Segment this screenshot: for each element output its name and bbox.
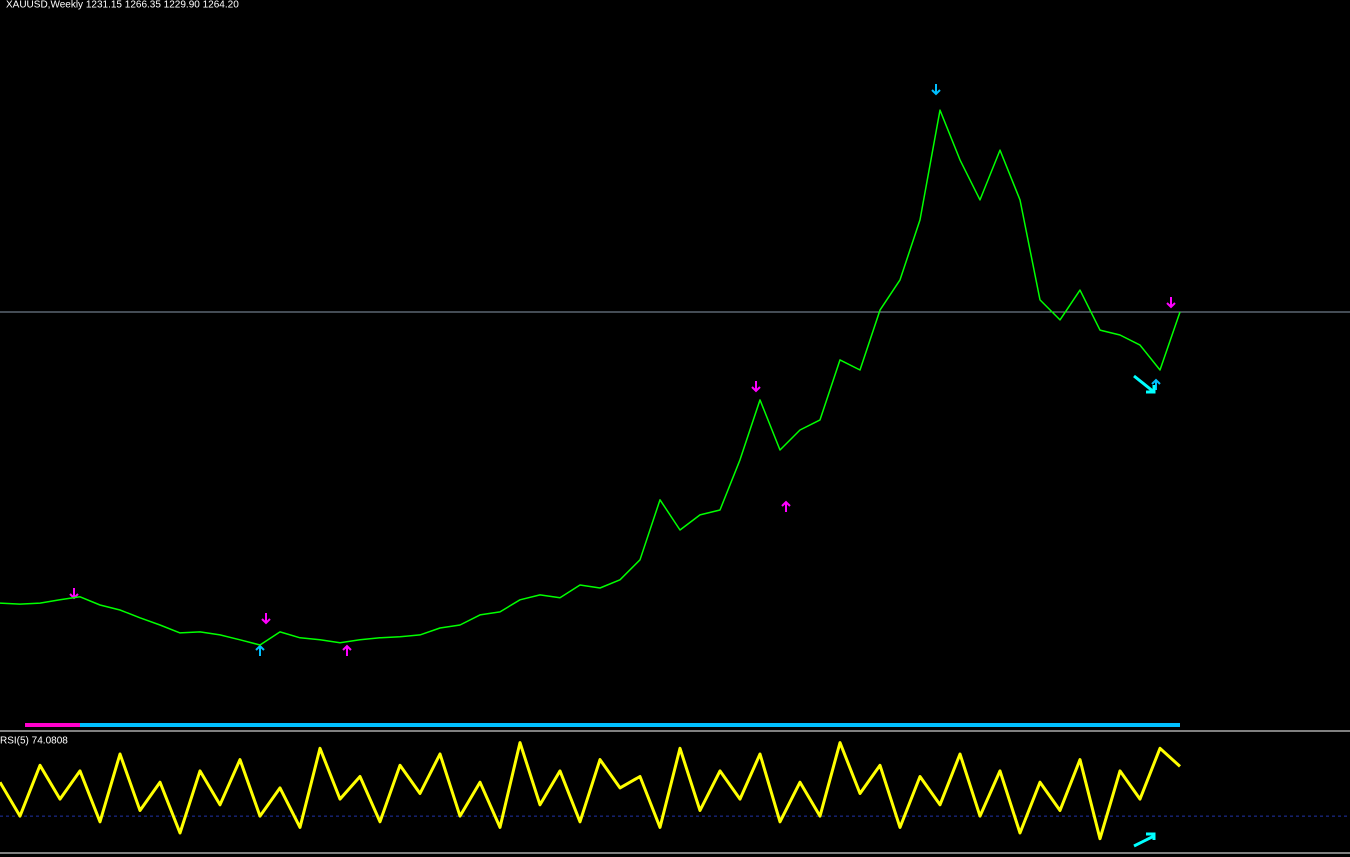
arrow-down	[261, 613, 271, 625]
arrow-down	[1166, 297, 1176, 309]
rsi-title: RSI(5) 74.0808	[0, 736, 68, 747]
divergence-arrow	[1133, 374, 1156, 394]
arrow-up	[1151, 378, 1161, 390]
arrow-up	[255, 644, 265, 656]
arrow-up	[342, 644, 352, 656]
signal-strip	[25, 723, 80, 727]
arrow-up	[781, 500, 791, 512]
signal-arrows	[69, 84, 1176, 848]
divergence-arrow	[1133, 832, 1156, 848]
chart-title: XAUUSD,Weekly 1231.15 1266.35 1229.90 12…	[6, 0, 239, 11]
arrow-down	[751, 381, 761, 393]
signal-strip	[80, 723, 1180, 727]
series-line	[0, 741, 1182, 841]
arrow-down	[931, 84, 941, 96]
series-line	[0, 109, 1181, 646]
